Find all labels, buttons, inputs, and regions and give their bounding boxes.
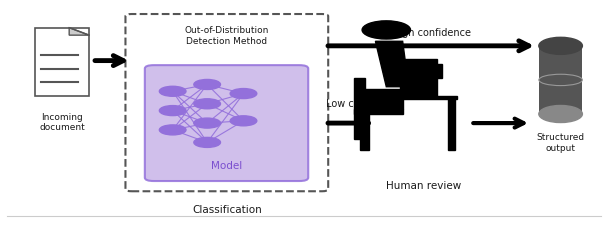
Text: Model: Model: [211, 160, 242, 170]
Polygon shape: [396, 96, 457, 100]
Circle shape: [159, 87, 186, 97]
Polygon shape: [354, 78, 365, 139]
Text: Classification: Classification: [192, 204, 261, 214]
Circle shape: [362, 22, 410, 40]
Polygon shape: [399, 60, 437, 96]
Text: Human review: Human review: [386, 180, 461, 190]
Circle shape: [194, 99, 221, 109]
Circle shape: [230, 89, 257, 99]
FancyBboxPatch shape: [35, 29, 89, 96]
Polygon shape: [354, 110, 402, 114]
FancyBboxPatch shape: [539, 47, 582, 114]
Text: Out-of-Distribution
Detection Method: Out-of-Distribution Detection Method: [185, 26, 269, 46]
Text: Low confidence: Low confidence: [326, 99, 402, 109]
FancyBboxPatch shape: [145, 66, 308, 181]
Polygon shape: [375, 42, 409, 87]
Text: Incoming
document: Incoming document: [39, 112, 85, 131]
Ellipse shape: [539, 106, 582, 123]
FancyBboxPatch shape: [125, 15, 328, 191]
Ellipse shape: [539, 38, 582, 55]
Circle shape: [194, 119, 221, 128]
Polygon shape: [448, 100, 455, 151]
Polygon shape: [361, 110, 370, 151]
Polygon shape: [389, 65, 442, 78]
Circle shape: [159, 106, 186, 116]
Polygon shape: [361, 90, 402, 110]
Text: Structured
output: Structured output: [536, 133, 585, 152]
Circle shape: [230, 116, 257, 126]
Circle shape: [194, 80, 221, 90]
Text: High confidence: High confidence: [392, 28, 471, 38]
Circle shape: [159, 125, 186, 135]
Circle shape: [194, 138, 221, 148]
Polygon shape: [69, 29, 89, 36]
